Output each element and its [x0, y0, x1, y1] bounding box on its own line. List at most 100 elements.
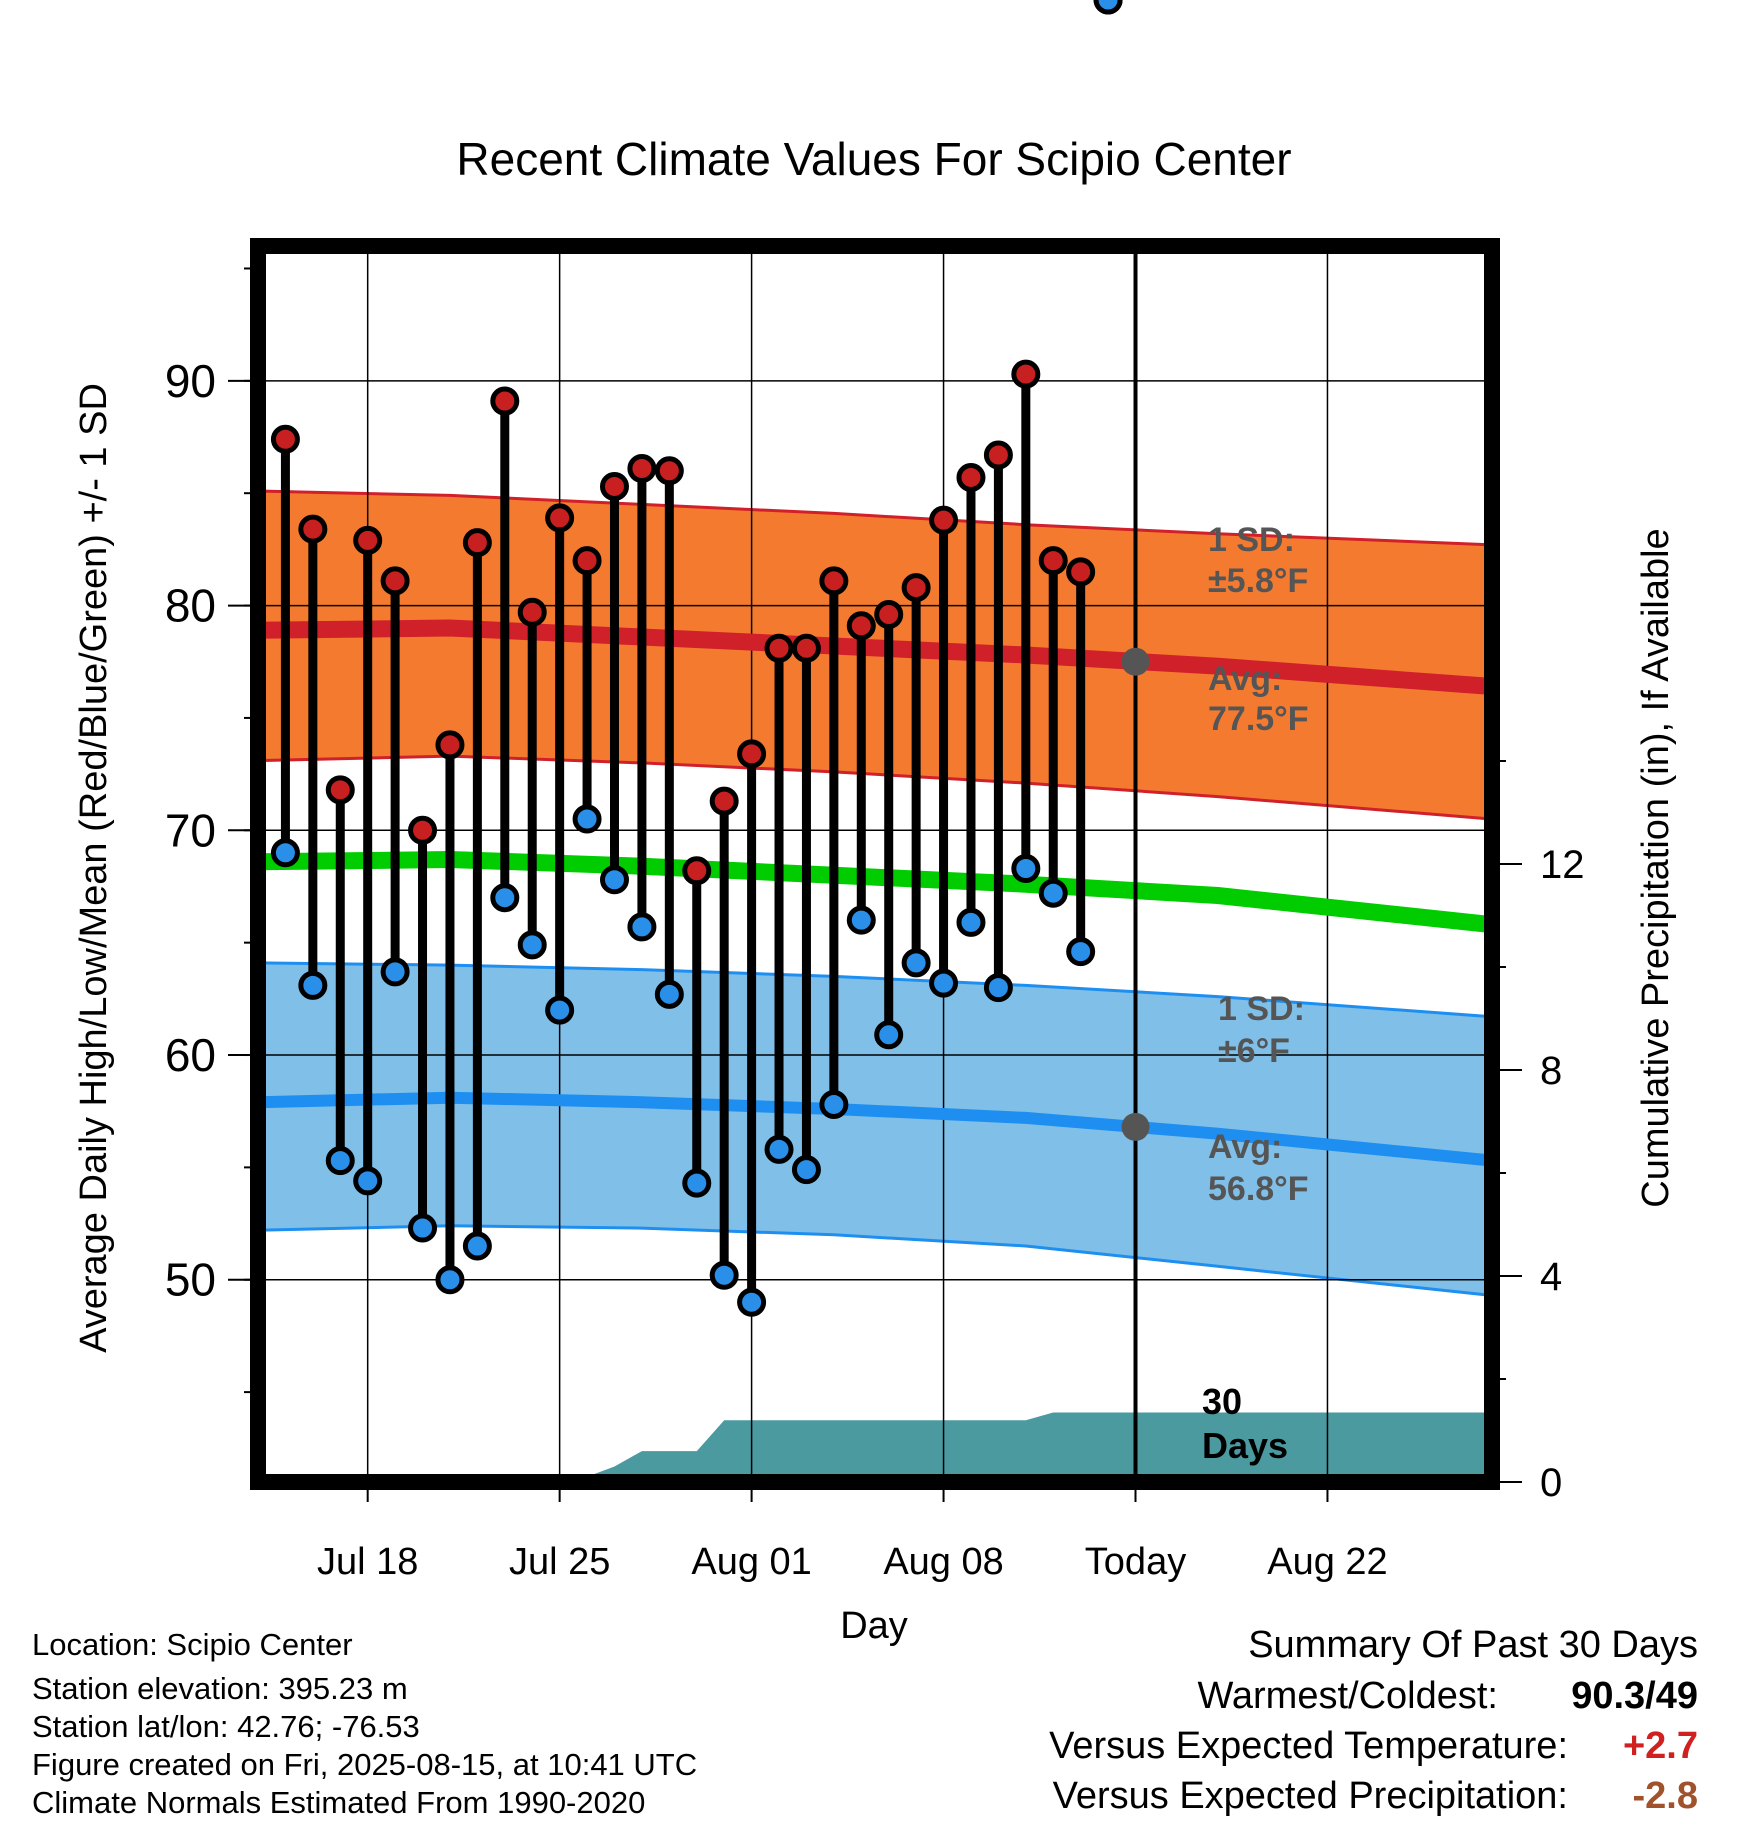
daily-high-point	[764, 633, 794, 663]
daily-record	[1038, 546, 1068, 908]
daily-high-point	[874, 600, 904, 630]
latlon-text: Station lat/lon: 42.76; -76.53	[32, 1709, 420, 1744]
x-axis-label: Day	[840, 1605, 908, 1647]
y-tick-label: 70	[165, 804, 216, 856]
high-sd-upper-line	[257, 489, 1493, 547]
daily-high-point	[572, 546, 602, 576]
y-tick-label: 90	[165, 355, 216, 407]
daily-record	[380, 566, 410, 987]
daily-record	[325, 775, 355, 1176]
daily-high-point	[490, 386, 520, 416]
daily-low-point	[956, 907, 986, 937]
daily-low-point	[545, 995, 575, 1025]
daily-high-point	[929, 505, 959, 535]
daily-low-point	[983, 973, 1013, 1003]
low-avg-label: Avg:	[1208, 1128, 1282, 1166]
x-tick-label: Jul 25	[509, 1541, 610, 1583]
daily-low-point	[791, 1155, 821, 1185]
daily-high-point	[1011, 359, 1041, 389]
precip-label: Versus Expected Precipitation:	[1052, 1775, 1568, 1817]
normals-text: Climate Normals Estimated From 1990-2020	[32, 1785, 646, 1820]
daily-low-point	[353, 1166, 383, 1196]
daily-high-point	[1066, 557, 1096, 587]
x-tick-label: Aug 22	[1267, 1541, 1387, 1583]
x-tick-label: Jul 18	[317, 1541, 418, 1583]
x-tick-label: Aug 08	[883, 1541, 1003, 1583]
precip-value: -2.8	[1632, 1775, 1698, 1817]
daily-high-point	[270, 424, 300, 454]
daily-low-point	[298, 970, 328, 1000]
daily-high-point	[517, 597, 547, 627]
daily-record	[462, 528, 492, 1261]
daily-record	[791, 633, 821, 1185]
low-avg-value: 56.8°F	[1208, 1170, 1309, 1208]
daily-record	[353, 525, 383, 1196]
daily-low-point	[929, 968, 959, 998]
daily-record	[682, 856, 712, 1198]
daily-high-point	[956, 462, 986, 492]
daily-record	[709, 786, 739, 1290]
temp-value: +2.7	[1622, 1725, 1698, 1767]
daily-low-point	[709, 1260, 739, 1290]
daily-record	[819, 566, 849, 1119]
daily-low-point	[325, 1146, 355, 1176]
created-text: Figure created on Fri, 2025-08-15, at 10…	[32, 1747, 698, 1782]
daily-record	[929, 505, 959, 998]
daily-record	[572, 546, 602, 834]
period-label: 30	[1202, 1381, 1242, 1422]
warmest-value: 90.3/49	[1571, 1675, 1698, 1717]
y-right-tick-label: 4	[1540, 1255, 1562, 1299]
daily-high-point	[298, 514, 328, 544]
daily-high-point	[846, 611, 876, 641]
low-sd-value: ±6°F	[1218, 1032, 1290, 1070]
period-label-days: Days	[1202, 1425, 1288, 1466]
y-right-tick-label: 0	[1540, 1461, 1562, 1505]
y-axis-label-right: Cumulative Precipitation (in), If Availa…	[1635, 528, 1677, 1207]
y-right-tick-label: 12	[1540, 843, 1585, 887]
daily-record	[874, 600, 904, 1050]
daily-low-point	[819, 1089, 849, 1119]
station-info: Location: Scipio Center Station elevatio…	[32, 1626, 697, 1822]
daily-low-point	[1038, 878, 1068, 908]
summary-title: Summary Of Past 30 Days	[1248, 1624, 1698, 1666]
daily-low-point	[572, 804, 602, 834]
daily-low-point	[682, 1168, 712, 1198]
temp-label: Versus Expected Temperature:	[1049, 1725, 1568, 1767]
high-sd-value: ±5.8°F	[1208, 562, 1308, 600]
daily-low-point	[1066, 937, 1096, 967]
daily-low-point	[764, 1134, 794, 1164]
daily-high-point	[709, 786, 739, 816]
daily-low-point	[901, 948, 931, 978]
x-tick-label: Aug 01	[691, 1541, 811, 1583]
warmest-label: Warmest/Coldest:	[1197, 1675, 1498, 1717]
low-sd-label: 1 SD:	[1218, 990, 1305, 1028]
y-right-tick-label: 8	[1540, 1049, 1562, 1093]
daily-high-point	[791, 633, 821, 663]
y-tick-label: 80	[165, 580, 216, 632]
daily-high-point	[545, 503, 575, 533]
today-high-avg-marker	[1121, 647, 1150, 676]
elevation-text: Station elevation: 395.23 m	[32, 1671, 408, 1706]
daily-record	[654, 456, 684, 1009]
daily-record	[737, 739, 767, 1317]
location-text: Location: Scipio Center	[32, 1627, 353, 1662]
daily-low-point	[1093, 0, 1123, 15]
daily-high-point	[599, 471, 629, 501]
daily-record	[846, 611, 876, 935]
daily-low-point	[599, 865, 629, 895]
daily-record	[435, 730, 465, 1295]
daily-high-point	[819, 566, 849, 596]
daily-record	[627, 453, 657, 942]
y-tick-label: 60	[165, 1029, 216, 1081]
daily-record	[764, 633, 794, 1164]
daily-record	[1066, 557, 1096, 967]
daily-record	[956, 462, 986, 937]
daily-record	[1093, 0, 1123, 15]
x-tick-label: Today	[1085, 1541, 1186, 1583]
daily-high-point	[408, 815, 438, 845]
daily-low-point	[435, 1265, 465, 1295]
daily-high-point	[1038, 546, 1068, 576]
daily-low-point	[462, 1231, 492, 1261]
daily-low-point	[517, 930, 547, 960]
daily-low-point	[490, 883, 520, 913]
